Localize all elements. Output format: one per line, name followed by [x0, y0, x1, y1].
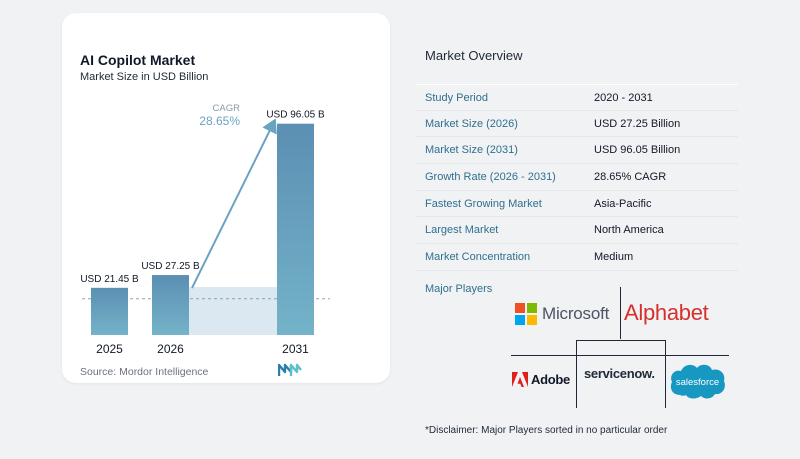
- overview-row: Market Size (2026) USD 27.25 Billion: [416, 111, 738, 138]
- overview-row-key: Market Concentration: [425, 251, 531, 264]
- overview-row-value: North America: [594, 224, 664, 237]
- overview-row-value: 2020 - 2031: [594, 92, 653, 104]
- adobe-logo: Adobe: [512, 372, 570, 387]
- overview-row: Market Concentration Medium: [416, 244, 738, 271]
- category-label: 2025: [96, 342, 123, 356]
- adobe-logo-text: Adobe: [531, 372, 570, 387]
- growth-area: [189, 287, 277, 335]
- category-label: 2026: [157, 342, 184, 356]
- overview-row-key: Market Size (2031): [425, 144, 518, 157]
- cagr-arrow: [191, 118, 277, 289]
- bar-value-label: USD 27.25 B: [141, 261, 200, 272]
- overview-row-key: Market Size (2026): [425, 117, 518, 130]
- overview-row-value: 28.65% CAGR: [594, 171, 667, 184]
- overview-row-key: Growth Rate (2026 - 2031): [425, 171, 556, 184]
- major-players-title: Major Players: [425, 283, 493, 295]
- category-label: 2031: [282, 342, 309, 356]
- cagr-label: CAGR: [213, 103, 241, 114]
- overview-row: Growth Rate (2026 - 2031) 28.65% CAGR: [416, 164, 738, 191]
- market-overview-title: Market Overview: [425, 48, 523, 63]
- logo-grid-divider: [576, 340, 577, 408]
- overview-row-value: USD 27.25 Billion: [594, 117, 681, 130]
- bar-value-label: USD 21.45 B: [80, 274, 139, 285]
- overview-row-value: Medium: [594, 251, 634, 264]
- bar-value-label: USD 96.05 B: [266, 110, 325, 121]
- disclaimer-text: *Disclaimer: Major Players sorted in no …: [425, 425, 668, 436]
- cagr-value: 28.65%: [199, 114, 240, 128]
- overview-row: Largest Market North America: [416, 217, 738, 245]
- overview-row-value: USD 96.05 Billion: [594, 144, 681, 157]
- overview-row-key: Largest Market: [425, 224, 499, 237]
- logo-grid-divider: [665, 340, 666, 408]
- mordor-logo-icon: [278, 363, 302, 376]
- logo-grid-divider: [576, 340, 665, 341]
- bar-2031: [277, 123, 314, 335]
- overview-row-key: Study Period: [425, 92, 488, 104]
- chart-title: AI Copilot Market: [80, 52, 196, 68]
- overview-row-value: Asia-Pacific: [594, 197, 652, 210]
- overview-row: Fastest Growing Market Asia-Pacific: [416, 191, 738, 218]
- overview-row: Market Size (2031) USD 96.05 Billion: [416, 137, 738, 165]
- logo-grid-divider: [620, 287, 621, 339]
- microsoft-windows-icon: [515, 303, 537, 325]
- overview-table: Study Period 2020 - 2031 Market Size (2026…: [416, 84, 738, 271]
- salesforce-logo-text: salesforce: [676, 377, 719, 388]
- salesforce-cloud-icon: salesforce: [670, 364, 725, 399]
- servicenow-logo-text: servicenow.: [584, 366, 655, 381]
- source-text: Source: Mordor Intelligence: [80, 366, 209, 378]
- bar-2026: [152, 275, 189, 335]
- logo-grid-divider: [511, 355, 729, 356]
- bar-chart: USD 21.45 B 2025 USD 27.25 B 2026 USD 96.05 …: [80, 103, 330, 356]
- overview-row-key: Fastest Growing Market: [425, 197, 542, 210]
- servicenow-logo: servicenow.: [584, 366, 655, 381]
- overview-row: Study Period 2020 - 2031: [416, 84, 738, 111]
- chart-subtitle: Market Size in USD Billion: [80, 71, 209, 83]
- adobe-a-icon: [512, 372, 528, 387]
- alphabet-logo-text: Alphabet: [624, 300, 709, 325]
- alphabet-logo: Alphabet: [624, 300, 709, 326]
- bar-2025: [91, 287, 128, 335]
- microsoft-logo-text: Microsoft: [542, 304, 610, 323]
- microsoft-logo: Microsoft: [515, 303, 609, 325]
